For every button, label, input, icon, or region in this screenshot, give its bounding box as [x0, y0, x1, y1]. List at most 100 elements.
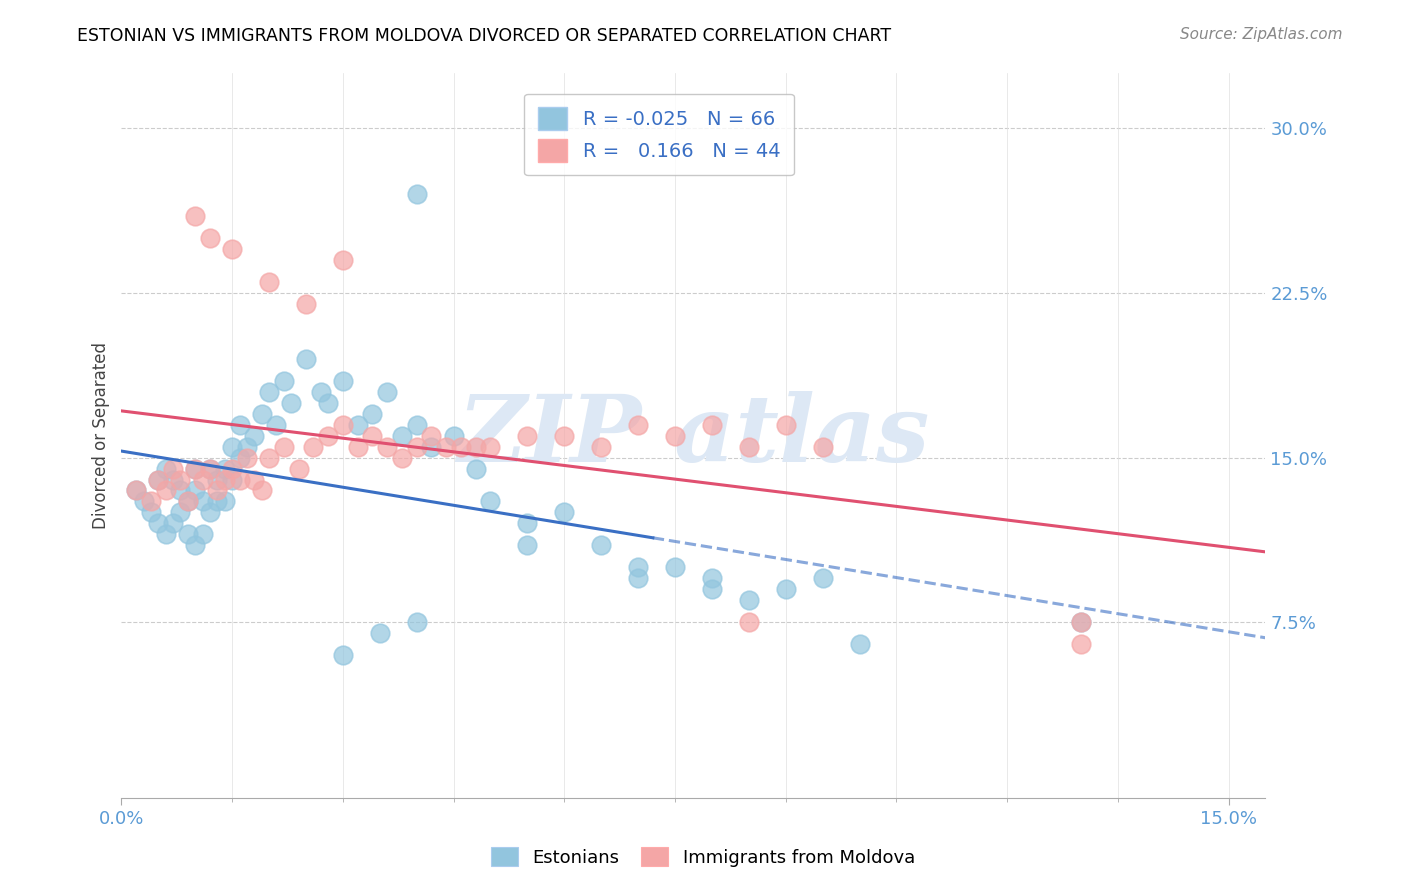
Point [405, 440, 427, 454]
Point [148, 473, 170, 487]
Point [479, 494, 502, 508]
Point [346, 417, 368, 432]
Point [591, 538, 613, 552]
Point [257, 450, 280, 465]
Point [1070, 615, 1092, 630]
Point [257, 384, 280, 399]
Point [295, 296, 318, 310]
Y-axis label: Divorced or Separated: Divorced or Separated [93, 342, 110, 529]
Point [316, 428, 339, 442]
Point [700, 582, 723, 597]
Point [169, 483, 191, 498]
Point [184, 461, 207, 475]
Point [450, 440, 472, 454]
Point [162, 473, 184, 487]
Text: ESTONIAN VS IMMIGRANTS FROM MOLDOVA DIVORCED OR SEPARATED CORRELATION CHART: ESTONIAN VS IMMIGRANTS FROM MOLDOVA DIVO… [77, 27, 891, 45]
Point [148, 516, 170, 531]
Point [184, 483, 207, 498]
Point [405, 615, 427, 630]
Point [553, 428, 575, 442]
Point [184, 209, 207, 223]
Point [125, 483, 148, 498]
Point [236, 450, 259, 465]
Point [361, 428, 384, 442]
Point [346, 440, 368, 454]
Point [125, 483, 148, 498]
Point [516, 538, 538, 552]
Point [361, 407, 384, 421]
Point [221, 242, 243, 256]
Point [162, 516, 184, 531]
Point [273, 374, 295, 388]
Point [198, 461, 221, 475]
Point [464, 440, 486, 454]
Point [198, 506, 221, 520]
Point [287, 461, 309, 475]
Point [332, 648, 354, 663]
Point [700, 417, 723, 432]
Point [177, 527, 200, 541]
Point [273, 440, 295, 454]
Point [811, 440, 834, 454]
Point [191, 494, 214, 508]
Point [420, 428, 443, 442]
Point [207, 473, 229, 487]
Point [221, 440, 243, 454]
Point [257, 275, 280, 289]
Point [443, 428, 465, 442]
Point [434, 440, 457, 454]
Point [405, 417, 427, 432]
Point [627, 417, 650, 432]
Point [250, 407, 273, 421]
Point [155, 461, 177, 475]
Point [591, 440, 613, 454]
Point [627, 571, 650, 585]
Point [184, 538, 207, 552]
Text: Source: ZipAtlas.com: Source: ZipAtlas.com [1180, 27, 1343, 42]
Point [848, 637, 870, 651]
Point [420, 440, 443, 454]
Point [553, 506, 575, 520]
Point [198, 231, 221, 245]
Point [221, 473, 243, 487]
Point [228, 473, 250, 487]
Legend: Estonians, Immigrants from Moldova: Estonians, Immigrants from Moldova [484, 840, 922, 874]
Point [664, 428, 686, 442]
Point [177, 494, 200, 508]
Point [155, 527, 177, 541]
Point [316, 395, 339, 409]
Point [309, 384, 332, 399]
Point [332, 374, 354, 388]
Point [243, 428, 266, 442]
Point [169, 506, 191, 520]
Point [132, 494, 155, 508]
Legend: R = -0.025   N = 66, R =   0.166   N = 44: R = -0.025 N = 66, R = 0.166 N = 44 [524, 94, 794, 176]
Point [228, 450, 250, 465]
Point [169, 473, 191, 487]
Point [700, 571, 723, 585]
Point [627, 560, 650, 574]
Point [191, 473, 214, 487]
Point [664, 560, 686, 574]
Point [332, 252, 354, 267]
Point [516, 516, 538, 531]
Point [139, 494, 162, 508]
Point [332, 417, 354, 432]
Point [738, 615, 761, 630]
Point [214, 473, 236, 487]
Point [214, 494, 236, 508]
Point [391, 428, 413, 442]
Point [464, 461, 486, 475]
Point [214, 461, 236, 475]
Point [207, 494, 229, 508]
Point [148, 473, 170, 487]
Text: ZIP atlas: ZIP atlas [457, 391, 929, 481]
Point [368, 626, 391, 640]
Point [516, 428, 538, 442]
Point [177, 494, 200, 508]
Point [1070, 615, 1092, 630]
Point [405, 186, 427, 201]
Point [775, 417, 797, 432]
Point [375, 440, 398, 454]
Point [775, 582, 797, 597]
